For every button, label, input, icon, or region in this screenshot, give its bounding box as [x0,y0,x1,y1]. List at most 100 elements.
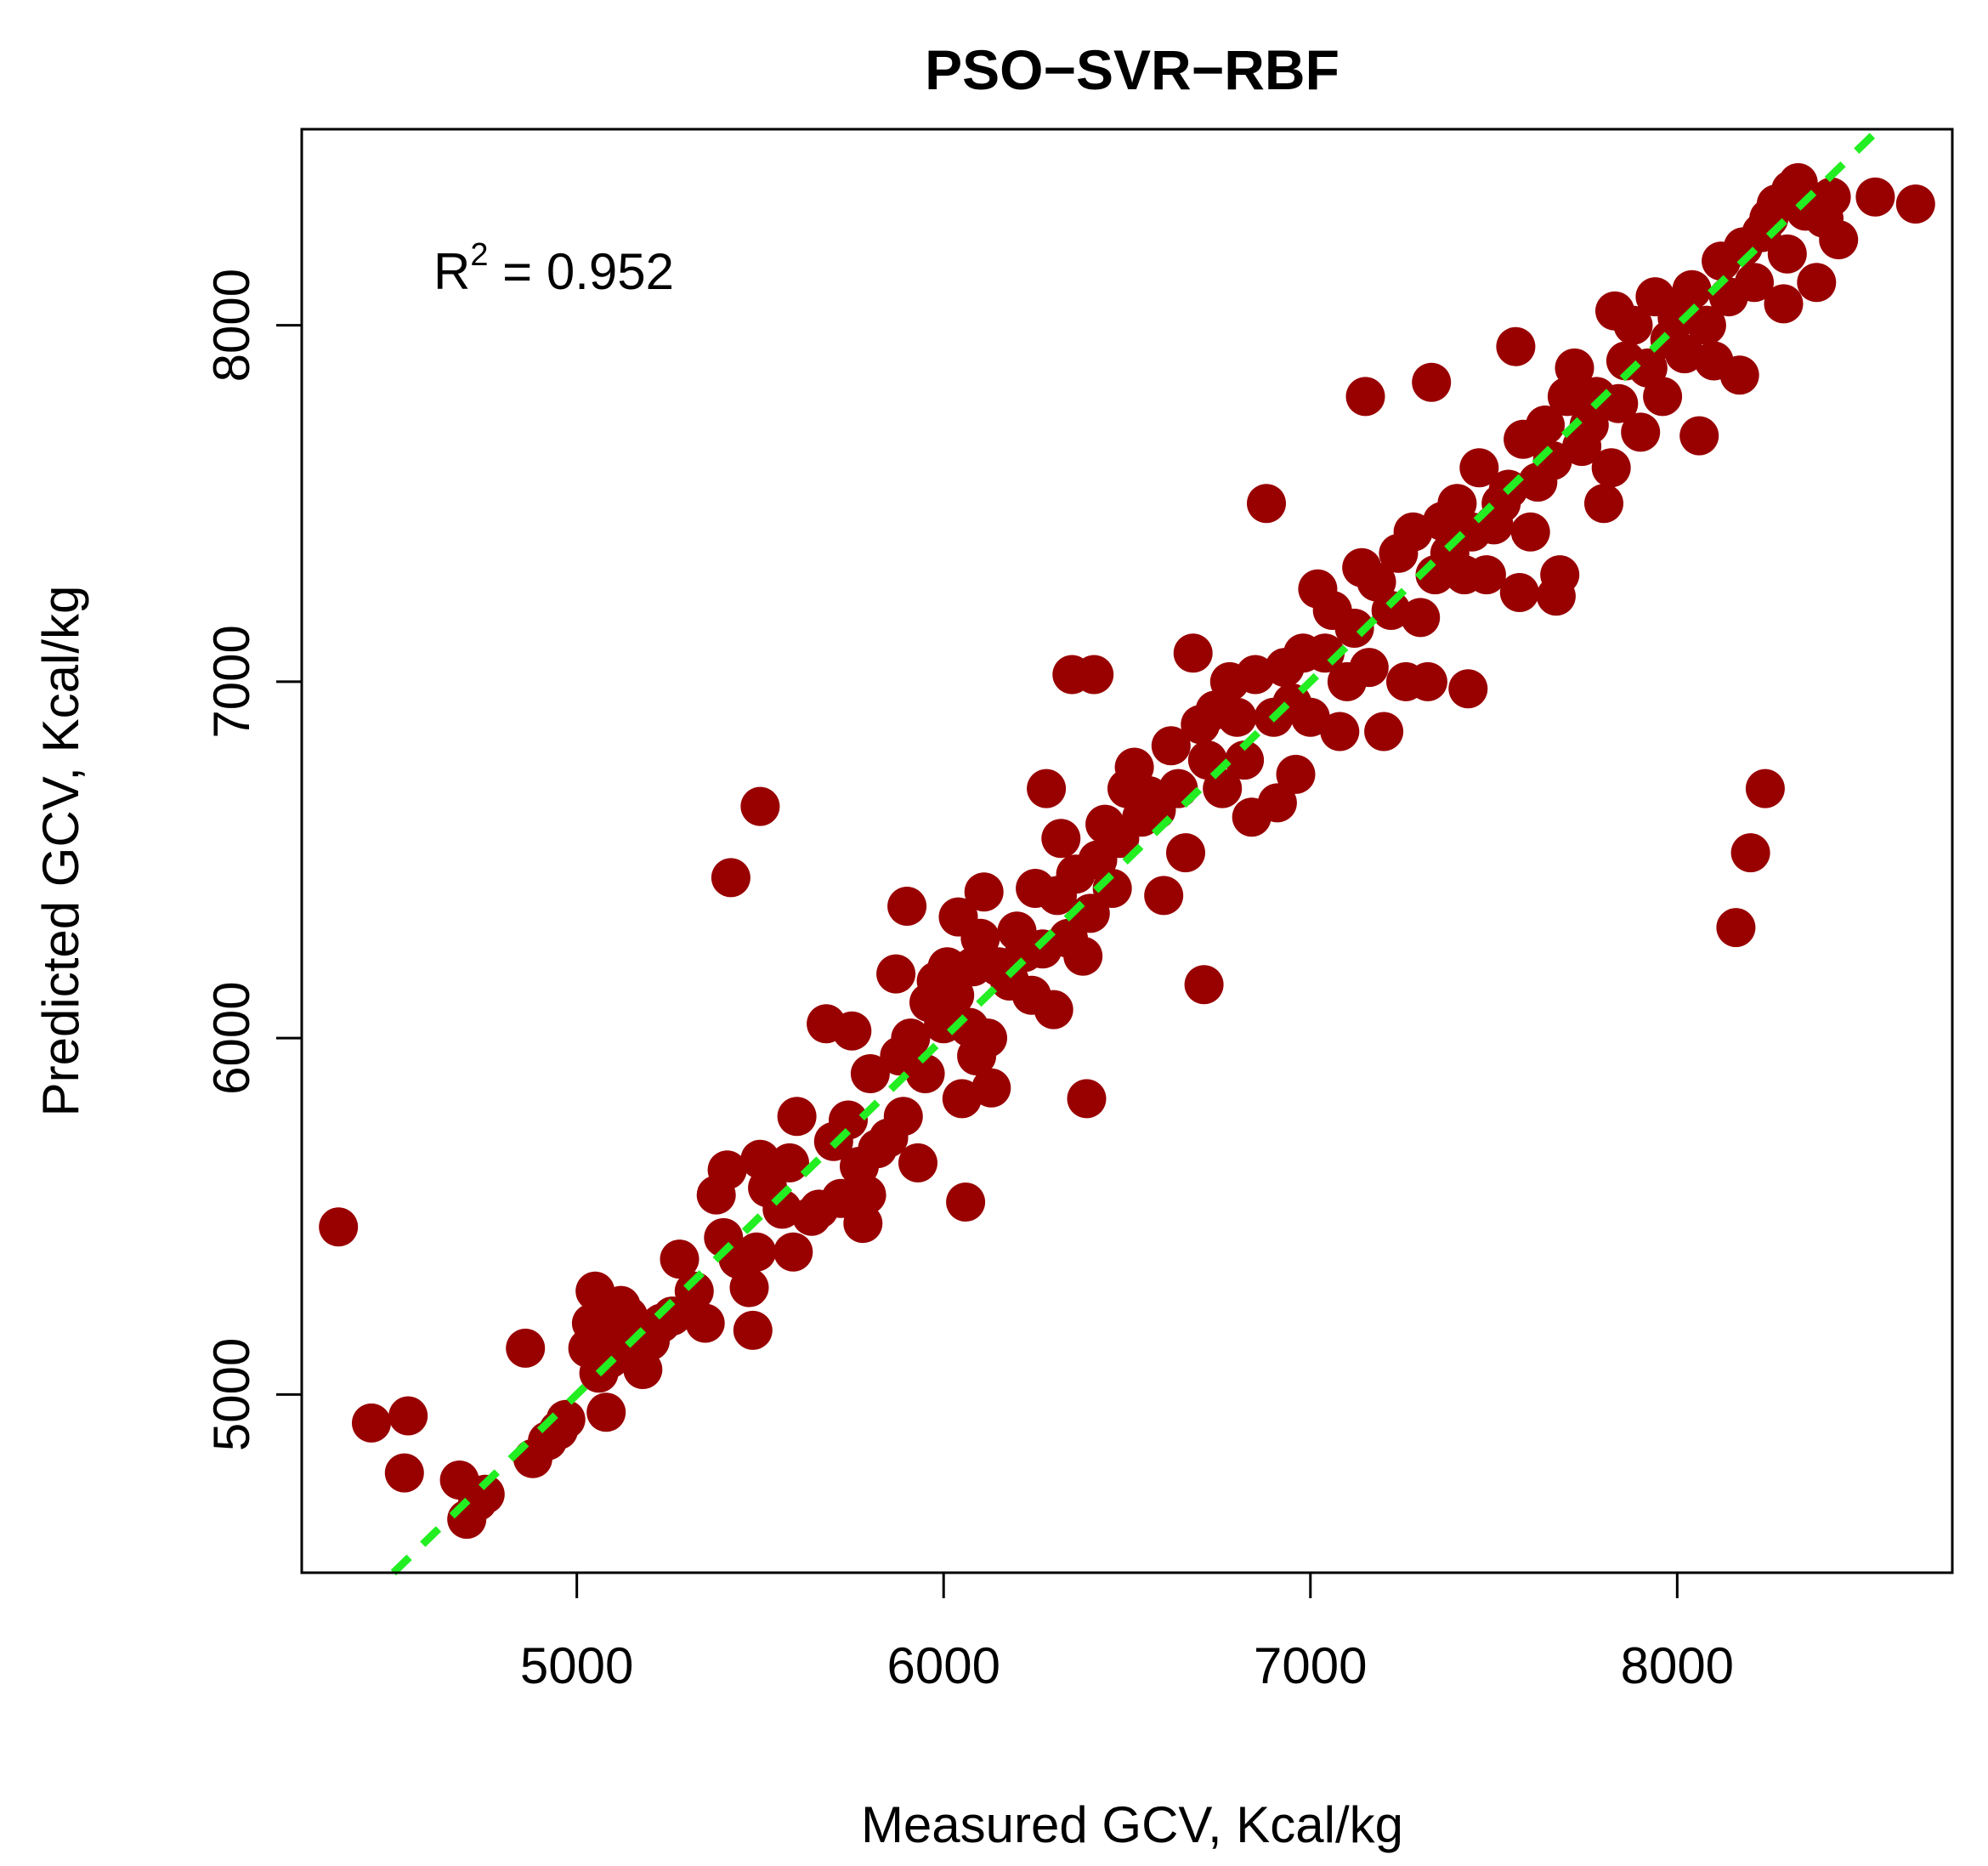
data-point [1730,833,1770,873]
data-point [1679,416,1719,456]
data-point [388,1396,428,1436]
data-point [777,1097,817,1137]
data-point [546,1399,586,1439]
data-point [1855,177,1895,217]
data-point [1745,769,1785,808]
data-point [1345,377,1385,417]
data-point [1067,1079,1107,1119]
data-point [960,918,1000,958]
data-point [1034,990,1073,1029]
data-point [935,975,975,1015]
data-point [1151,726,1191,766]
data-point [1811,177,1851,217]
data-point [1496,326,1536,366]
data-point [674,1271,714,1311]
y-tick-label: 5000 [203,1338,260,1451]
y-axis: 5000 6000 7000 8000 [203,269,303,1451]
data-point [832,1011,872,1051]
r-squared-annotation: R2 = 0.952 [433,237,674,300]
data-point [1203,769,1243,808]
data-point [733,1310,773,1350]
data-point [1584,484,1623,524]
data-point [1290,697,1330,737]
data-point [843,1204,883,1244]
data-point [1767,234,1807,274]
x-axis: 5000 6000 7000 8000 [520,1571,1734,1694]
data-point [1686,305,1726,345]
data-point [887,887,927,926]
data-point [1074,655,1114,695]
data-point [1349,648,1389,688]
data-point [1797,263,1837,303]
data-point [1371,591,1411,630]
r-squared-value: = 0.952 [488,243,674,300]
data-point [740,786,780,826]
x-tick-label: 7000 [1254,1637,1367,1694]
data-point [883,1097,923,1137]
data-point [1334,609,1374,648]
data-point [1643,377,1683,417]
data-point [1158,769,1198,808]
data-point [586,1392,626,1432]
data-point [898,1143,937,1183]
data-point [352,1403,391,1443]
y-tick-label: 8000 [203,269,260,382]
data-point [1276,754,1316,794]
data-point [1407,661,1447,701]
data-point [1257,783,1297,823]
data-point [1412,362,1452,402]
data-point [319,1207,359,1247]
data-point [1665,334,1704,374]
data-point [1217,697,1257,737]
data-point [850,1054,890,1093]
data-point [737,1232,777,1272]
data-point [1225,740,1265,780]
data-point [770,1143,809,1183]
data-point [711,858,750,898]
x-tick-label: 8000 [1621,1637,1734,1694]
data-point [1041,819,1081,859]
data-point [1526,406,1565,445]
data-point [1236,655,1275,695]
y-tick-label: 7000 [203,625,260,738]
x-tick-label: 6000 [886,1637,1000,1694]
data-point [1063,936,1103,976]
data-point [1555,348,1594,388]
data-point [1764,284,1804,324]
data-point [1401,598,1441,638]
data-point [1448,669,1488,709]
data-point [1621,412,1661,452]
data-point [1819,220,1859,259]
x-tick-label: 5000 [520,1637,633,1694]
data-point [1591,448,1631,488]
r-squared-exponent: 2 [470,237,488,273]
data-point [506,1328,546,1368]
data-point [1144,876,1184,916]
data-point [1459,448,1499,488]
data-point [1719,355,1759,395]
y-axis-label: Predicted GCV, Kcal/kg [32,586,89,1117]
data-point [968,1018,1007,1058]
data-point [971,1068,1011,1108]
data-point [1027,769,1067,808]
data-point [905,1054,945,1093]
data-point [891,1018,931,1058]
data-point [1320,712,1360,752]
y-tick-label: 6000 [203,981,260,1094]
data-point [946,1183,986,1222]
data-point [1510,512,1550,552]
points-layer [319,162,1935,1540]
data-point [942,1079,982,1119]
data-point [1173,633,1213,673]
data-point [685,1303,725,1343]
data-point [1735,263,1774,303]
data-point [876,954,916,994]
data-point [729,1268,769,1307]
data-point [465,1474,505,1514]
data-point [1540,555,1580,595]
data-point [964,872,1004,912]
data-point [1247,484,1286,524]
data-point [660,1239,699,1279]
data-point [1613,305,1653,345]
